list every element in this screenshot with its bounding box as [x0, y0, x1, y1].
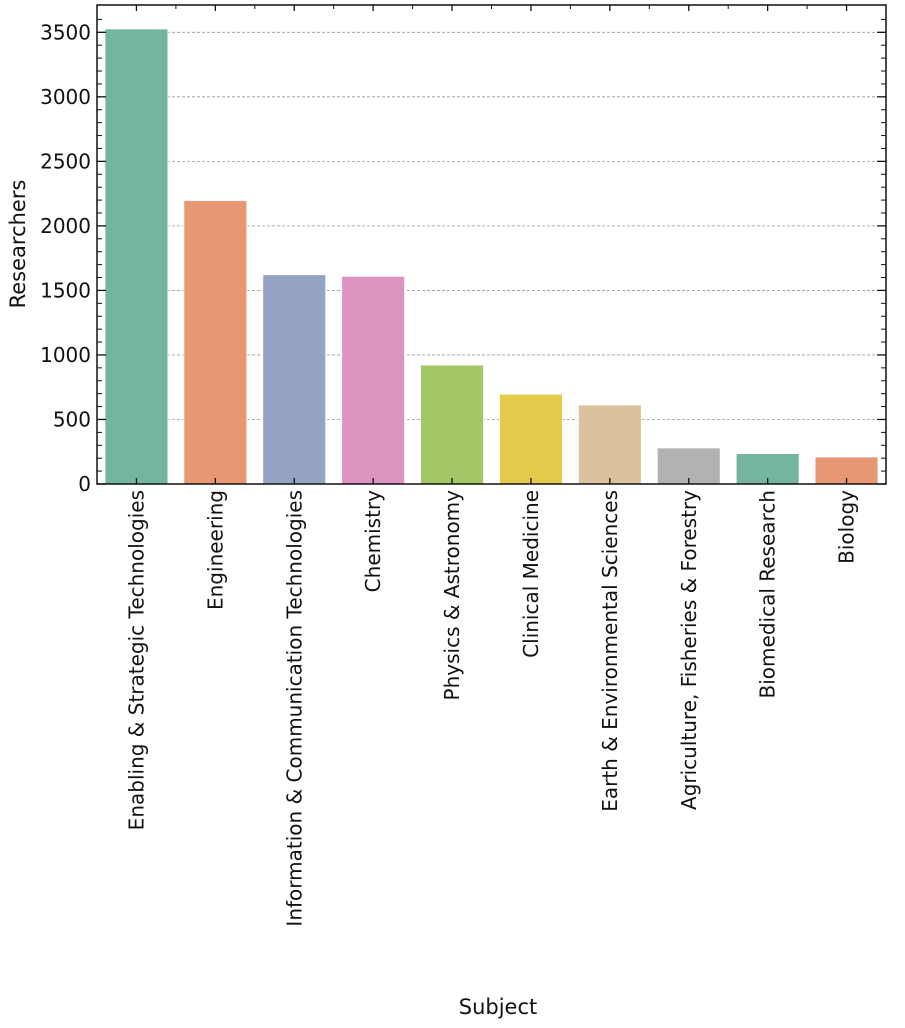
bar: [104, 28, 169, 485]
x-tick-label: Biology: [835, 490, 859, 564]
bar: [498, 393, 564, 485]
y-tick-label: 1000: [40, 343, 91, 367]
x-tick-labels: Enabling & Strategic Technologies Enginee…: [124, 490, 858, 927]
x-tick-label: Earth & Environmental Sciences: [598, 490, 622, 812]
y-axis-label: Researchers: [6, 180, 30, 309]
x-tick-label: Agriculture, Fisheries & Forestry: [677, 490, 701, 810]
ticks: [97, 5, 886, 485]
bar: [262, 274, 327, 485]
y-tick-label: 0: [78, 472, 91, 496]
y-tick-label: 1500: [40, 278, 91, 302]
y-tick-label: 3500: [40, 20, 91, 44]
x-axis-label: Subject: [459, 995, 538, 1019]
x-tick-label: Biomedical Research: [756, 490, 780, 698]
bar: [341, 275, 406, 485]
x-tick-label: Clinical Medicine: [519, 490, 543, 658]
y-tick-label: 2000: [40, 214, 91, 238]
x-tick-label: Engineering: [203, 490, 227, 610]
bar: [183, 199, 248, 485]
x-tick-label: Information & Communication Technologies: [282, 490, 306, 927]
x-tick-label: Physics & Astronomy: [440, 490, 464, 701]
bars: [104, 28, 879, 485]
bar: [419, 364, 485, 485]
bar: [656, 447, 721, 485]
y-tick-label: 3000: [40, 85, 91, 109]
y-tick-label: 2500: [40, 149, 91, 173]
y-tick-label: 500: [53, 407, 91, 431]
bar: [577, 404, 642, 485]
y-tick-labels: 0 500 1000 1500 2000 2500 3000 3500: [40, 20, 91, 496]
x-tick-label: Chemistry: [361, 490, 385, 592]
x-tick-label: Enabling & Strategic Technologies: [124, 490, 148, 830]
